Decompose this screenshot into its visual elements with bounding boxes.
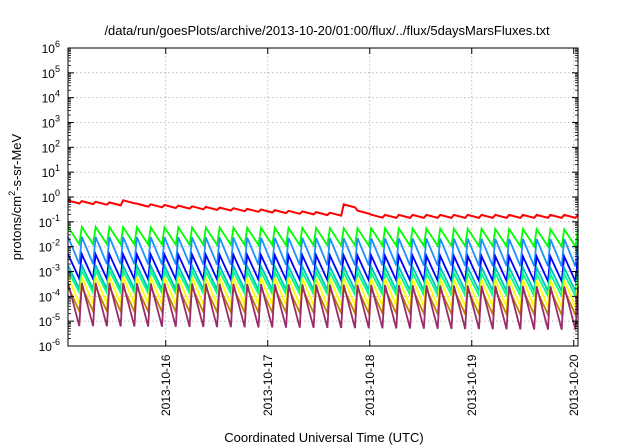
y-tick-label: 104	[42, 89, 60, 106]
x-axis: 2013-10-16 2013-10-17 2013-10-18 2013-10-19…	[159, 48, 581, 416]
y-tick-label: 10-2	[39, 238, 60, 255]
y-axis-label: protons/cm2-s-sr-MeV	[7, 133, 24, 260]
y-tick-label: 102	[42, 138, 60, 155]
y-tick-label: 10-3	[39, 263, 60, 280]
series-line	[67, 236, 579, 267]
y-tick-label: 106	[42, 39, 60, 56]
y-tick-label: 10-5	[39, 312, 60, 329]
y-tick-label: 103	[42, 114, 60, 131]
series-line	[67, 250, 579, 285]
x-tick-label: 2013-10-16	[159, 354, 173, 416]
y-tick-label: 101	[42, 163, 60, 180]
x-tick-label: 2013-10-20	[567, 354, 581, 416]
x-tick-label: 2013-10-17	[261, 354, 275, 416]
y-tick-label: 10-6	[39, 337, 60, 354]
y-tick-label: 105	[42, 64, 60, 81]
x-tick-label: 2013-10-19	[465, 354, 479, 416]
y-tick-label: 100	[42, 188, 60, 205]
x-tick-label: 2013-10-18	[363, 354, 377, 416]
series-line	[67, 199, 579, 220]
x-axis-label: Coordinated Universal Time (UTC)	[224, 430, 423, 445]
series-line	[67, 224, 579, 250]
y-tick-label: 10-1	[39, 213, 60, 230]
series-layer	[67, 199, 579, 331]
y-tick-label: 10-4	[39, 287, 60, 304]
chart-title: /data/run/goesPlots/archive/2013-10-20/0…	[104, 23, 550, 38]
y-axis: 10-6 10-5 10-4 10-3 10-2 10-1 100 101 102 103 104 1…	[39, 39, 578, 354]
series-line	[67, 282, 579, 331]
